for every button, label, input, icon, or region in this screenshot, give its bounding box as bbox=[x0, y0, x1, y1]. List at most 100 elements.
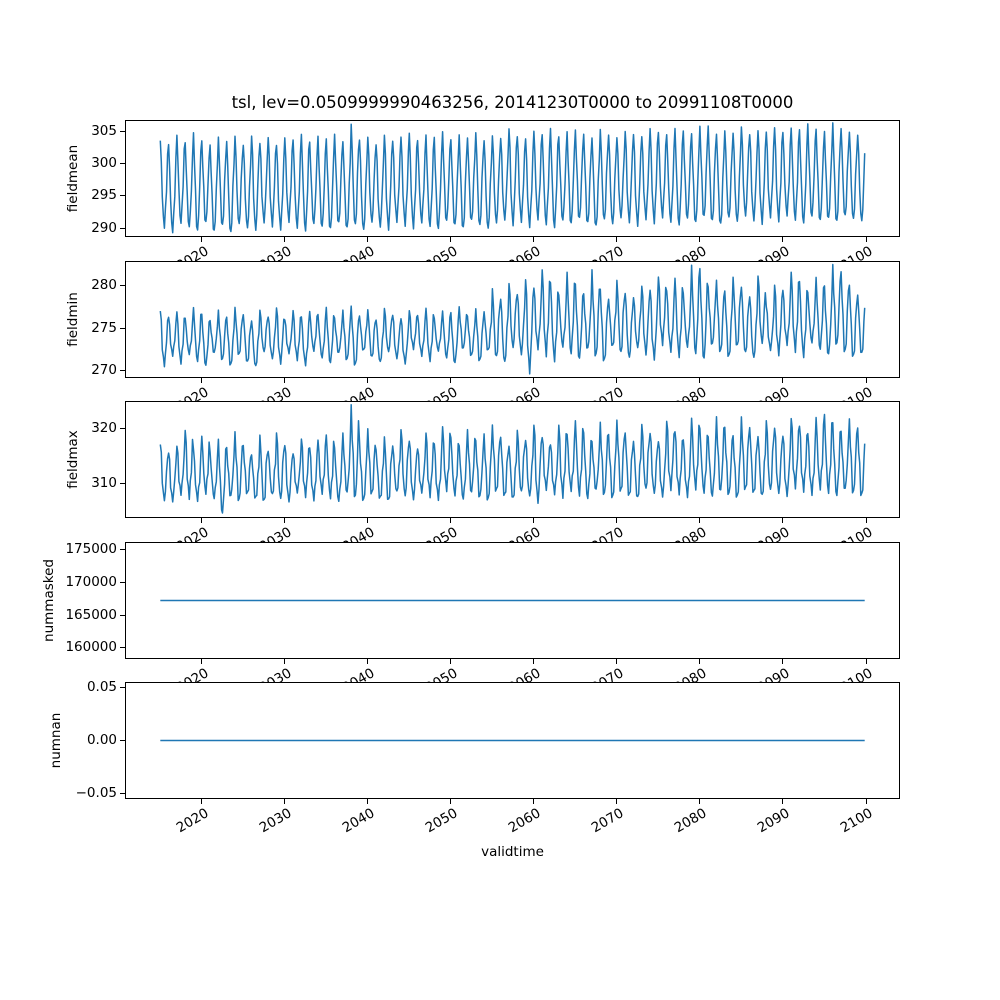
x-tick-mark bbox=[284, 799, 286, 804]
x-tick-mark bbox=[616, 518, 618, 523]
y-tick-label: 165000 bbox=[65, 606, 117, 623]
x-tick-labels: 2020 2030 2040 2050 2060 2070 2080 2090 2100 bbox=[0, 238, 1000, 261]
y-tick-mark bbox=[120, 327, 125, 329]
x-tick-mark bbox=[782, 658, 784, 664]
x-tick-mark bbox=[533, 237, 535, 242]
x-tick-mark bbox=[865, 377, 867, 383]
y-tick-label: 160000 bbox=[65, 639, 117, 655]
y-tick-label: 175000 bbox=[65, 541, 117, 558]
y-tick-label: 295 bbox=[91, 187, 117, 204]
y-tick-mark bbox=[120, 549, 125, 551]
y-tick-mark bbox=[120, 793, 125, 795]
x-tick-labels: 2020 2030 2040 2050 2060 2070 2080 2090 2100 bbox=[0, 660, 1000, 682]
y-tick-label: 290 bbox=[91, 219, 117, 236]
x-tick-mark bbox=[284, 658, 286, 664]
y-tick-label: 0.00 bbox=[86, 732, 117, 748]
line-chart-numnan bbox=[160, 739, 865, 742]
x-tick-mark bbox=[616, 658, 618, 664]
y-tick-label: 300 bbox=[91, 155, 117, 172]
x-tick-label: 2020 bbox=[173, 243, 212, 261]
x-tick-mark bbox=[450, 377, 452, 383]
x-tick-mark bbox=[782, 377, 784, 383]
x-tick-mark bbox=[699, 799, 701, 804]
x-tick-mark bbox=[367, 799, 369, 804]
x-tick-mark bbox=[367, 518, 369, 523]
x-tick-mark bbox=[367, 237, 369, 242]
y-tick-mark bbox=[120, 428, 125, 430]
x-tick-label: 2020 bbox=[173, 524, 212, 542]
y-tick-label: 310 bbox=[91, 475, 117, 492]
y-tick-mark bbox=[120, 285, 125, 287]
x-tick-mark bbox=[533, 377, 535, 383]
x-tick-label: 2020 bbox=[173, 383, 212, 401]
x-tick-labels: 2020 2030 2040 2050 2060 2070 2080 2090 2100 bbox=[0, 800, 1000, 858]
y-tick-mark bbox=[120, 131, 125, 133]
x-tick-mark bbox=[616, 377, 618, 383]
y-axis-label-fieldmax: fieldmax bbox=[64, 430, 81, 489]
x-tick-label: 2020 bbox=[173, 805, 212, 837]
y-tick-label: 275 bbox=[91, 319, 117, 336]
x-tick-mark bbox=[450, 799, 452, 804]
x-tick-mark bbox=[865, 518, 867, 523]
y-tick-mark bbox=[120, 740, 125, 741]
subplot-nummasked: nummasked 160000 165000 170000 175000 2020 20… bbox=[0, 541, 1000, 682]
x-tick-mark bbox=[699, 658, 701, 664]
x-tick-mark bbox=[367, 658, 369, 664]
x-tick-mark bbox=[865, 799, 867, 804]
x-tick-mark bbox=[201, 518, 203, 523]
y-tick-mark bbox=[120, 686, 125, 688]
axes-fieldmax bbox=[125, 401, 900, 518]
line-chart-fieldmax bbox=[159, 403, 866, 514]
y-tick-mark bbox=[120, 647, 125, 648]
y-tick-mark bbox=[120, 483, 125, 485]
y-tick-mark bbox=[120, 195, 125, 197]
x-tick-mark bbox=[616, 237, 618, 242]
y-tick-label: 0.05 bbox=[86, 678, 117, 695]
line-chart-fieldmean bbox=[159, 122, 866, 234]
y-tick-label: 305 bbox=[91, 123, 117, 140]
x-tick-mark bbox=[865, 658, 867, 664]
x-tick-mark bbox=[533, 799, 535, 804]
x-tick-mark bbox=[450, 237, 452, 242]
y-tick-mark bbox=[120, 614, 125, 616]
subplot-fieldmin: fieldmin 270 275 280 2020 2030 2040 2050 2060 20… bbox=[0, 260, 1000, 401]
line-chart-nummasked bbox=[160, 599, 865, 601]
subplot-numnan: numnan validtime −0.05 0.00 0.05 2020 2030 20… bbox=[0, 678, 1000, 909]
y-tick-label: 280 bbox=[91, 277, 117, 294]
y-tick-label: 270 bbox=[91, 362, 117, 379]
x-tick-mark bbox=[616, 799, 618, 804]
x-tick-mark bbox=[699, 377, 701, 383]
x-tick-mark bbox=[201, 377, 203, 383]
chart-title: tsl, lev=0.0509999990463256, 20141230T00… bbox=[231, 93, 794, 112]
x-tick-mark bbox=[533, 658, 535, 664]
y-tick-label: 170000 bbox=[65, 573, 117, 590]
x-axis-label: validtime bbox=[481, 844, 544, 860]
x-tick-mark bbox=[782, 518, 784, 523]
x-tick-mark bbox=[782, 799, 784, 804]
x-tick-labels: 2020 2030 2040 2050 2060 2070 2080 2090 2100 bbox=[0, 379, 1000, 401]
x-tick-mark bbox=[284, 518, 286, 523]
subplot-fieldmax: fieldmax 310 320 2020 2030 2040 2050 2060 2070 2… bbox=[0, 401, 1000, 542]
x-tick-mark bbox=[865, 237, 867, 242]
series-line-fieldmin bbox=[159, 263, 866, 375]
subplot-fieldmean: fieldmean 290 295 300 305 2020 2030 2040 2050 20… bbox=[0, 120, 1000, 261]
x-tick-mark bbox=[367, 377, 369, 383]
series-line-fieldmax bbox=[159, 403, 866, 514]
x-tick-mark bbox=[699, 518, 701, 523]
y-tick-mark bbox=[120, 370, 125, 372]
series-line-fieldmean bbox=[159, 122, 866, 234]
x-tick-mark bbox=[782, 237, 784, 242]
x-tick-mark bbox=[284, 237, 286, 242]
y-tick-mark bbox=[120, 227, 125, 229]
x-tick-mark bbox=[450, 658, 452, 664]
y-tick-mark bbox=[120, 581, 125, 583]
y-tick-label: 320 bbox=[91, 420, 117, 437]
x-tick-mark bbox=[284, 377, 286, 383]
x-tick-mark bbox=[201, 799, 203, 804]
x-tick-mark bbox=[450, 518, 452, 523]
x-tick-mark bbox=[201, 237, 203, 242]
x-tick-labels: 2020 2030 2040 2050 2060 2070 2080 2090 2100 bbox=[0, 519, 1000, 542]
y-tick-label: −0.05 bbox=[75, 785, 117, 802]
line-chart-fieldmin bbox=[159, 263, 866, 375]
